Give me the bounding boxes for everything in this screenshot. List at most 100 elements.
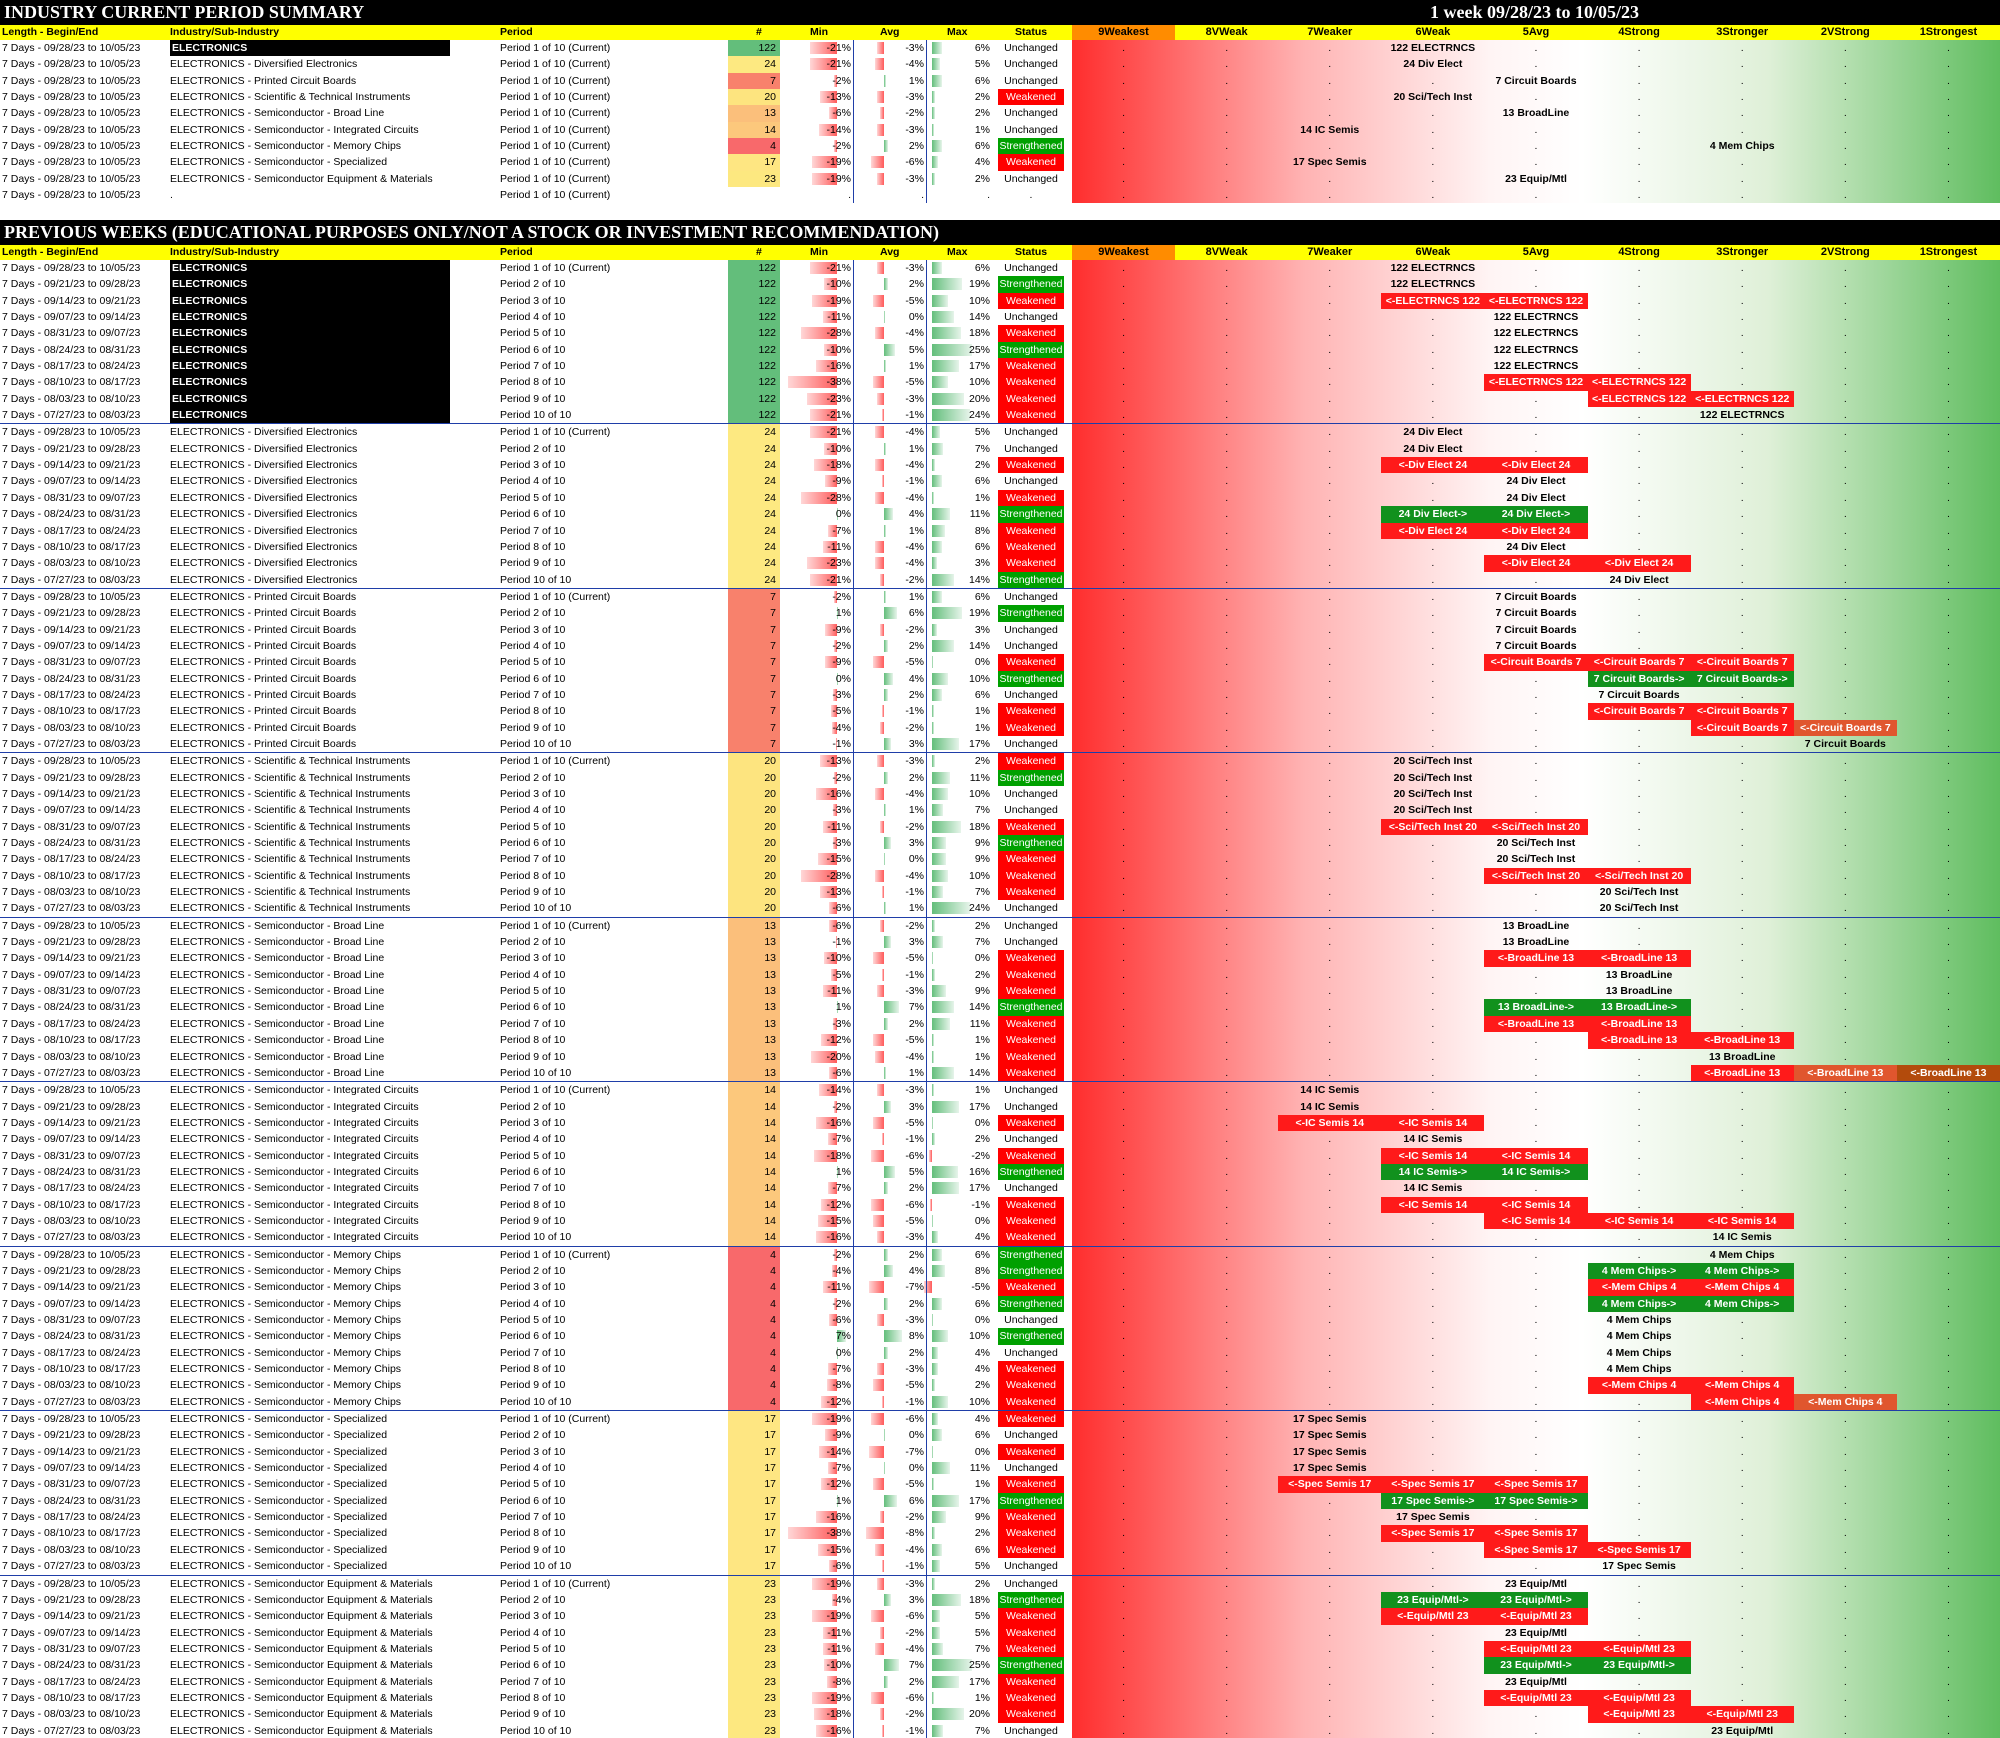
length-cell: 7 Days - 07/27/23 to 08/03/23 — [2, 737, 141, 750]
av-databar — [884, 837, 891, 850]
scale-dot: . — [1122, 1100, 1125, 1113]
strength-label: <-IC Semis 14 — [1381, 1147, 1485, 1164]
header-ind[interactable]: Industry/Sub-Industry — [170, 26, 280, 38]
header-st[interactable]: Status — [1015, 26, 1048, 38]
scale-6weak[interactable]: 6Weak — [1415, 26, 1451, 38]
count-cell: 122 — [728, 374, 780, 391]
av-value: -8% — [905, 1527, 924, 1540]
header-ind[interactable]: Industry/Sub-Industry — [170, 246, 280, 258]
length-cell: 7 Days - 09/21/23 to 09/28/23 — [2, 936, 141, 949]
mn-cell: -19% — [785, 1576, 853, 1592]
mx-cell: 11% — [932, 506, 992, 522]
table-row: 7 Days - 08/17/23 to 08/24/23 ELECTRONICS… — [0, 1015, 2000, 1033]
scale-dot: . — [1740, 508, 1744, 521]
scale-1strongest[interactable]: 1Strongest — [1919, 26, 1978, 38]
length-cell: 7 Days - 09/14/23 to 09/21/23 — [2, 1281, 141, 1294]
header-mn[interactable]: Min — [810, 26, 829, 38]
scale-dot: . — [1122, 1330, 1125, 1343]
mn-databar — [834, 74, 837, 87]
strength-label: 14 IC Semis — [1712, 1231, 1772, 1244]
mn-cell: -28% — [785, 490, 853, 506]
header-mx[interactable]: Max — [947, 26, 968, 38]
header-per[interactable]: Period — [500, 26, 533, 38]
length-cell: 7 Days - 08/31/23 to 09/07/23 — [2, 327, 141, 340]
scale-3stronger[interactable]: 3Stronger — [1716, 26, 1769, 38]
mx-cell: 6% — [932, 138, 992, 154]
scale-dot: . — [1431, 74, 1435, 87]
scale-dot: . — [1431, 1445, 1435, 1458]
av-value: -3% — [905, 1231, 924, 1244]
table-row: 7 Days - 08/24/23 to 08/31/23 ELECTRONICS… — [0, 341, 2000, 359]
header-av[interactable]: Avg — [880, 246, 900, 258]
scale-dot: . — [1946, 1034, 1950, 1047]
status-cell: Strengthened — [998, 1262, 1064, 1280]
period-cell: Period 5 of 10 — [500, 491, 566, 504]
header-av[interactable]: Avg — [880, 26, 900, 38]
scale-dot: . — [1431, 1281, 1435, 1294]
scale-dot: . — [1225, 392, 1229, 405]
scale-5avg[interactable]: 5Avg — [1522, 26, 1550, 38]
status-cell: Unchanged — [1004, 426, 1058, 439]
scale-dot: . — [1843, 156, 1847, 169]
table-row: 7 Days - 09/28/23 to 10/05/23 ELECTRONICS… — [0, 917, 2000, 935]
status-cell: Weakened — [998, 719, 1064, 736]
av-value: -3% — [905, 42, 924, 54]
header-st[interactable]: Status — [1015, 246, 1048, 258]
scale-1strongest[interactable]: 1Strongest — [1919, 246, 1978, 258]
scale-dot: . — [1946, 590, 1950, 603]
header-cnt[interactable]: # — [756, 26, 762, 38]
scale-dot: . — [1843, 540, 1847, 553]
scale-7weaker[interactable]: 7Weaker — [1307, 246, 1353, 258]
header-mn[interactable]: Min — [810, 246, 829, 258]
mn-cell: -11% — [785, 309, 853, 325]
scale-8vweak[interactable]: 8VWeak — [1205, 246, 1248, 258]
scale-dot: . — [1637, 91, 1641, 104]
strength-label: 14 IC Semis — [1300, 123, 1360, 136]
scale-5avg[interactable]: 5Avg — [1522, 246, 1550, 258]
scale-dot: . — [1328, 721, 1332, 734]
scale-6weak[interactable]: 6Weak — [1415, 246, 1451, 258]
scale-dot: . — [1946, 42, 1950, 54]
scale-dot: . — [1122, 1133, 1125, 1146]
scale-dot: . — [1637, 1100, 1641, 1113]
mn-databar — [822, 1281, 837, 1294]
mn-databar — [807, 392, 837, 405]
strength-gradient — [1072, 1131, 2000, 1148]
av-databar — [884, 1182, 889, 1195]
scale-3stronger[interactable]: 3Stronger — [1716, 246, 1769, 258]
scale-dot: . — [1225, 1659, 1229, 1672]
scale-2vstrong[interactable]: 2VStrong — [1820, 26, 1870, 38]
header-cnt[interactable]: # — [756, 246, 762, 258]
scale-dot: . — [1843, 1198, 1847, 1211]
scale-4strong[interactable]: 4Strong — [1618, 26, 1660, 38]
mx-value: 2% — [974, 1527, 990, 1540]
length-cell: 7 Days - 09/21/23 to 09/28/23 — [2, 1264, 141, 1277]
scale-2vstrong[interactable]: 2VStrong — [1820, 246, 1870, 258]
status-cell: Strengthened — [998, 670, 1064, 687]
mn-value: -13% — [826, 755, 851, 768]
av-databar — [875, 788, 884, 800]
header-len[interactable]: Length - Begin/End — [2, 26, 99, 38]
table-row: 7 Days - 09/28/23 to 10/05/23 ELECTRONICS… — [0, 1082, 2000, 1099]
scale-7weaker[interactable]: 7Weaker — [1307, 26, 1353, 38]
header-per[interactable]: Period — [500, 246, 533, 258]
av-value: -5% — [905, 1034, 924, 1047]
scale-8vweak[interactable]: 8VWeak — [1205, 26, 1248, 38]
strength-label: <-BroadLine 13 — [1484, 1015, 1588, 1033]
header-mx[interactable]: Max — [947, 246, 968, 258]
scale-9weakest[interactable]: 9Weakest — [1072, 25, 1176, 40]
scale-4strong[interactable]: 4Strong — [1618, 246, 1660, 258]
scale-dot: . — [1431, 1248, 1435, 1261]
scale-dot: . — [1946, 540, 1950, 553]
scale-dot: . — [1843, 1149, 1847, 1162]
scale-9weakest[interactable]: 9Weakest — [1072, 245, 1176, 260]
scale-dot: . — [1946, 771, 1950, 784]
mx-cell: 18% — [932, 1592, 992, 1608]
scale-dot: . — [1431, 1675, 1435, 1688]
mx-cell: 19% — [932, 276, 992, 292]
scale-dot: . — [1328, 1379, 1332, 1392]
header-len[interactable]: Length - Begin/End — [2, 246, 99, 258]
scale-dot: . — [1534, 1182, 1538, 1195]
scale-dot: . — [1946, 360, 1950, 373]
mx-cell: 8% — [932, 523, 992, 539]
